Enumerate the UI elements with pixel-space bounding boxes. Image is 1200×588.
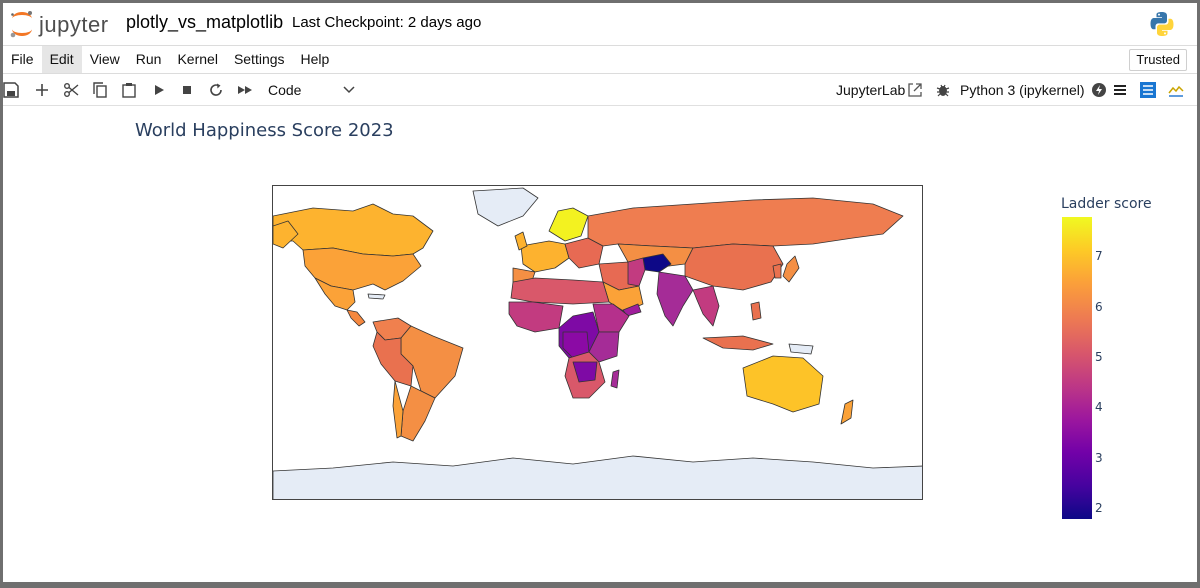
region-philippines [750, 301, 762, 321]
colorbar [1062, 217, 1092, 519]
colorbar-tick-label: 7 [1095, 249, 1103, 264]
header: jupyter plotly_vs_matplotlib Last Checkp… [3, 3, 1197, 45]
checkpoint-status: Last Checkpoint: 2 days ago [292, 14, 482, 31]
region-japan [782, 255, 800, 283]
colorbar-tick-label: 3 [1095, 450, 1103, 465]
menu-view[interactable]: View [89, 51, 120, 67]
kernel-status-icon [1092, 83, 1106, 97]
region-canada [273, 203, 434, 257]
region-iran [627, 257, 646, 287]
menu-settings[interactable]: Settings [233, 51, 285, 67]
chevron-down-icon[interactable] [343, 86, 355, 94]
world-map [273, 187, 922, 499]
restart-icon[interactable] [208, 82, 224, 98]
jupyterlab-label: JupyterLab [836, 82, 906, 98]
region-west-africa [508, 301, 564, 333]
menu-bar: File Edit View Run Kernel Settings Help … [3, 45, 1197, 74]
region-australia [742, 355, 824, 413]
region-north-africa [510, 277, 610, 305]
colorbar-tick-label: 4 [1095, 400, 1103, 415]
region-zimbabwe-zambia [572, 361, 598, 383]
region-indonesia [702, 335, 774, 351]
region-madagascar [610, 369, 620, 389]
region-western-europe [520, 240, 570, 273]
jupyter-logo-icon [10, 11, 32, 38]
region-korea [772, 263, 782, 279]
region-uk [514, 231, 528, 251]
activity-chart-icon[interactable] [1168, 82, 1184, 98]
colorbar-tick-label: 5 [1095, 349, 1103, 364]
external-link-icon[interactable] [907, 82, 923, 98]
table-of-contents-icon[interactable] [1140, 82, 1156, 98]
menu-edit[interactable]: Edit [41, 46, 82, 73]
region-russia [587, 197, 904, 249]
save-icon[interactable] [3, 82, 19, 98]
region-scandinavia [548, 207, 589, 242]
add-cell-icon[interactable] [34, 82, 50, 98]
cut-icon[interactable] [63, 82, 79, 98]
logo-text: jupyter [39, 12, 109, 37]
kernel-name[interactable]: Python 3 (ipykernel) [960, 82, 1085, 98]
region-mexico [314, 277, 356, 311]
cell-output: World Happiness Score 2023 [3, 107, 1197, 582]
menu-help[interactable]: Help [300, 51, 330, 67]
region-greenland [472, 187, 539, 227]
notebook-toolbar: Code JupyterLab Python 3 (ipykernel) [3, 74, 1197, 106]
copy-icon[interactable] [92, 82, 108, 98]
region-antarctica [273, 455, 922, 499]
region-peru-bolivia [372, 331, 414, 387]
region-papua [788, 343, 814, 355]
choropleth-map[interactable] [272, 185, 923, 500]
cell-type-select[interactable]: Code [268, 82, 302, 98]
debugger-bug-icon[interactable] [935, 82, 951, 98]
stop-icon[interactable] [179, 82, 195, 98]
region-central-america [346, 309, 366, 327]
colorbar-tick-label: 6 [1095, 299, 1103, 314]
region-alaska [273, 220, 299, 249]
region-india [656, 271, 694, 327]
menu-file[interactable]: File [11, 51, 34, 67]
menu-run[interactable]: Run [135, 51, 162, 67]
colorbar-tick-label: 2 [1095, 500, 1103, 515]
region-east-africa [588, 331, 620, 363]
fast-forward-icon[interactable] [237, 82, 253, 98]
menu-kernel[interactable]: Kernel [177, 51, 218, 67]
paste-icon[interactable] [121, 82, 137, 98]
region-chile [392, 380, 404, 439]
chart-title: World Happiness Score 2023 [135, 120, 394, 141]
open-jupyterlab-link[interactable]: JupyterLab [836, 82, 905, 98]
colorbar-title: Ladder score [1061, 196, 1152, 212]
notebook-title[interactable]: plotly_vs_matplotlib [126, 12, 284, 32]
trusted-badge[interactable]: Trusted [1129, 49, 1187, 71]
region-new-zealand [840, 399, 854, 425]
menu-lines-icon[interactable] [1112, 82, 1128, 98]
region-cuba [367, 293, 386, 300]
jupyter-window: jupyter plotly_vs_matplotlib Last Checkp… [3, 3, 1197, 582]
region-myanmar-thailand [692, 285, 720, 327]
run-icon[interactable] [151, 82, 167, 98]
python-logo-icon [1150, 12, 1174, 36]
jupyter-logo[interactable]: jupyter [9, 9, 119, 41]
region-mongolia-china [684, 243, 784, 291]
